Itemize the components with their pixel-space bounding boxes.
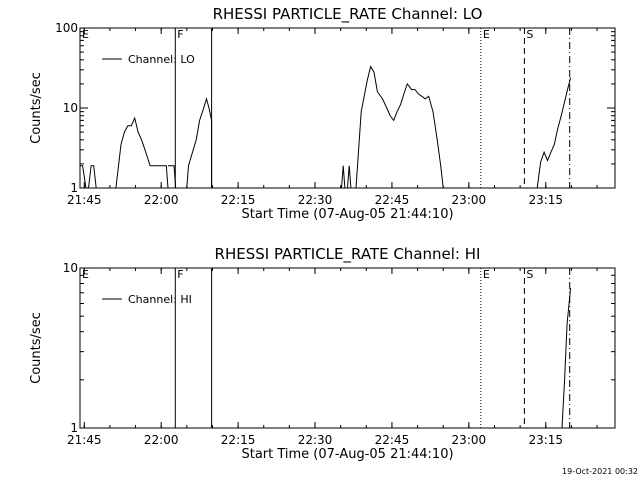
chart1-y-tick-label: 10 [63,101,78,115]
chart1-y-tick-label: 100 [55,21,78,35]
chart2-x-axis-label: Start Time (07-Aug-05 21:44:10) [241,447,453,462]
chart1-series-line [80,165,87,189]
chart2-series-line [561,287,572,429]
chart1-series-line [536,77,572,189]
chart1-plot-frame [79,27,616,189]
chart1-x-tick-label: 21:45 [67,193,102,207]
chart1-series-line [347,165,352,189]
chart1-event-marker-label: E [82,28,89,41]
chart1-title: RHESSI PARTICLE_RATE Channel: LO [213,5,483,24]
chart1-event-marker-label: S [526,28,533,41]
chart2-x-tick-label: 22:45 [375,433,410,447]
chart2-y-tick-label: 1 [70,421,78,435]
chart2-title: RHESSI PARTICLE_RATE Channel: HI [215,245,481,264]
chart1-y-axis-label: Counts/sec [29,72,44,144]
timestamp-footer: 19-Oct-2021 00:32 [562,467,638,476]
chart2-event-marker-label: E [483,268,490,281]
chart2-y-tick-label: 10 [63,261,78,275]
chart1-x-tick-label: 22:15 [221,193,256,207]
chart2-x-tick-label: 22:00 [144,433,179,447]
chart2-x-tick-label: 21:45 [67,433,102,447]
chart1-series-line [115,116,169,189]
chart1-series-line [168,165,177,189]
chart1-x-tick-label: 22:30 [298,193,333,207]
chart1-x-axis-label: Start Time (07-Aug-05 21:44:10) [241,207,453,222]
chart1-series-line [341,165,346,189]
chart1-x-tick-label: 23:15 [528,193,563,207]
chart2-legend-label: Channel: HI [128,293,192,306]
chart2-x-tick-label: 23:15 [528,433,563,447]
chart1-event-marker-label: E [483,28,490,41]
chart1-series-line [355,65,444,189]
chart1-legend-label: Channel: LO [128,53,195,66]
chart2-event-marker-label: E [82,268,89,281]
chart1-x-tick-label: 22:45 [375,193,410,207]
chart2-event-marker-label: S [526,268,533,281]
chart1-series-line [186,97,213,189]
chart1-x-tick-label: 23:00 [452,193,487,207]
chart1-x-tick-label: 22:00 [144,193,179,207]
chart1-event-marker-label: F [177,28,183,41]
chart2-x-tick-label: 22:15 [221,433,256,447]
chart2-x-tick-label: 22:30 [298,433,333,447]
chart1-y-tick-label: 1 [70,181,78,195]
chart2-x-tick-label: 23:00 [452,433,487,447]
chart2-plot-frame [79,267,616,429]
chart2-event-marker-label: F [177,268,183,281]
chart2-y-axis-label: Counts/sec [29,312,44,384]
chart1-series-line [88,165,97,189]
